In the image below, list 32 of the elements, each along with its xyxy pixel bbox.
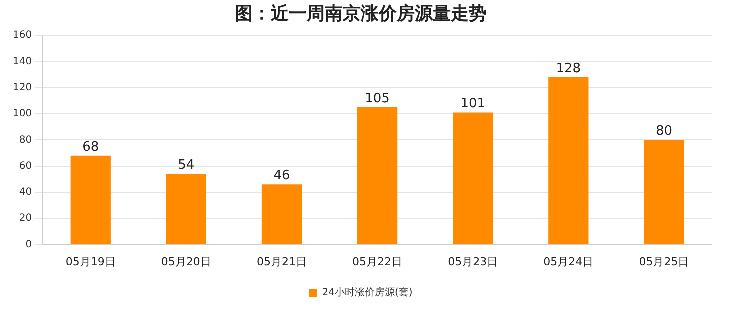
bar — [70, 156, 111, 244]
y-tick-label: 100 — [12, 108, 32, 120]
y-tick-label: 40 — [19, 187, 32, 198]
data-label: 105 — [365, 91, 390, 106]
x-tick-label: 05月24日 — [544, 255, 594, 268]
data-label: 80 — [656, 124, 672, 140]
x-tick-label: 05月22日 — [352, 255, 403, 268]
data-label: 54 — [178, 158, 195, 174]
bar — [357, 108, 398, 244]
data-label: 101 — [460, 96, 486, 112]
bar — [548, 77, 589, 244]
x-tick-label: 05月20日 — [161, 255, 212, 268]
bar — [644, 140, 684, 244]
x-tick-label: 05月21日 — [256, 255, 307, 268]
y-tick-label: 20 — [19, 213, 32, 224]
y-tick-label: 120 — [12, 82, 32, 94]
bar — [166, 174, 206, 244]
x-tick-label: 05月19日 — [66, 255, 116, 268]
x-tick-label: 05月25日 — [639, 255, 690, 268]
data-label: 46 — [274, 168, 290, 184]
y-tick-label: 0 — [26, 239, 32, 250]
x-tick-label: 05月23日 — [448, 255, 498, 268]
bar — [453, 112, 494, 244]
data-label: 68 — [82, 140, 100, 155]
bar — [262, 184, 302, 244]
y-tick-label: 60 — [19, 160, 32, 172]
legend-label: 24小时涨价房源(套) — [322, 286, 413, 299]
y-tick-label: 160 — [12, 30, 32, 42]
y-tick-label: 80 — [19, 134, 32, 146]
data-label: 128 — [556, 61, 582, 76]
chart-title: 图：近一周南京涨价房源量走势 — [235, 3, 487, 24]
y-tick-label: 140 — [12, 56, 32, 68]
